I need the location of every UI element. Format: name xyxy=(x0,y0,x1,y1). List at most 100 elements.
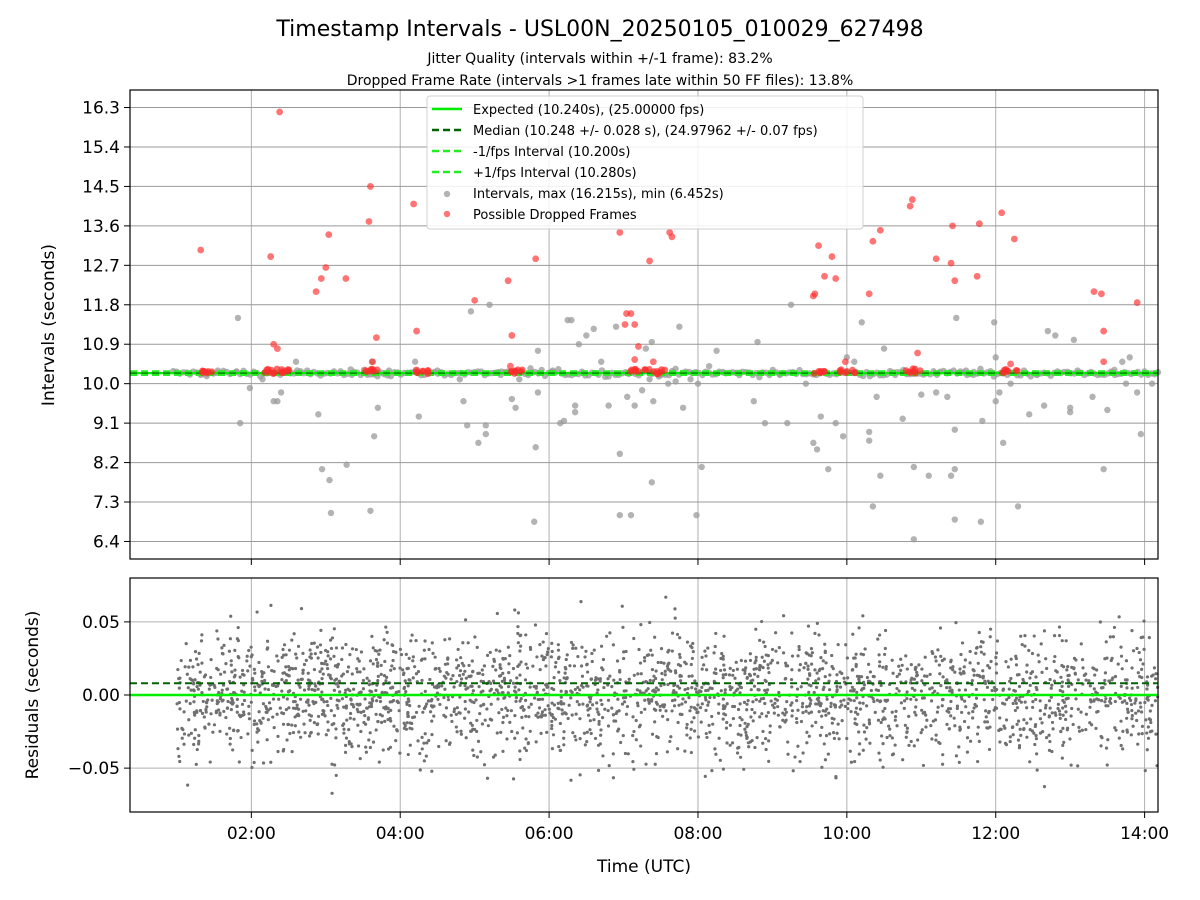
residual-point xyxy=(977,630,981,635)
residual-point xyxy=(299,735,303,739)
residual-point xyxy=(422,648,426,652)
residual-point xyxy=(774,631,778,635)
dropped-frame-point xyxy=(649,358,657,366)
residual-point xyxy=(1029,717,1033,721)
residual-point xyxy=(517,663,521,667)
residual-point xyxy=(1054,669,1058,673)
residual-point xyxy=(595,707,599,711)
dropped-frame-point xyxy=(1012,366,1020,374)
residual-point xyxy=(940,704,944,708)
residual-point xyxy=(518,757,522,762)
legend-box xyxy=(426,95,864,230)
residual-point xyxy=(565,676,569,680)
residual-point xyxy=(499,730,503,734)
dropped-frame-point xyxy=(631,321,639,328)
residual-point xyxy=(986,711,991,715)
residual-point xyxy=(1027,648,1031,653)
residual-point xyxy=(798,662,802,667)
residual-point xyxy=(356,723,360,727)
residual-point xyxy=(1146,736,1151,740)
residual-point xyxy=(261,702,266,706)
residual-point xyxy=(431,651,435,655)
residual-point xyxy=(797,647,801,652)
residual-point xyxy=(1039,642,1043,646)
interval-point xyxy=(527,365,534,372)
residual-point xyxy=(314,700,318,704)
residual-point xyxy=(626,752,630,756)
residual-point xyxy=(620,604,624,608)
residual-point xyxy=(1030,651,1035,656)
residual-point xyxy=(599,698,603,702)
residual-point xyxy=(1105,763,1109,767)
residual-point xyxy=(757,688,761,692)
residual-point xyxy=(722,634,726,638)
residual-point xyxy=(302,662,307,667)
residual-point xyxy=(1125,716,1129,720)
residual-point xyxy=(976,759,980,764)
residual-point xyxy=(1052,634,1057,638)
residual-point xyxy=(534,740,538,744)
residual-point xyxy=(578,717,582,721)
residual-point xyxy=(1051,727,1055,731)
residual-point xyxy=(312,721,316,725)
residual-point xyxy=(650,732,655,736)
residual-point xyxy=(820,725,824,729)
residual-point xyxy=(473,727,477,732)
residual-point xyxy=(326,728,330,732)
residual-point xyxy=(758,699,762,703)
residual-point xyxy=(247,712,251,716)
residual-point xyxy=(400,668,405,672)
dropped-frame-point xyxy=(372,334,380,342)
residual-point xyxy=(406,714,410,719)
residual-point xyxy=(905,696,909,701)
residual-point xyxy=(1109,658,1113,663)
residual-point xyxy=(334,727,338,731)
residual-point xyxy=(1150,729,1154,733)
residual-point xyxy=(1041,730,1045,734)
residual-point xyxy=(985,720,990,724)
residual-point xyxy=(767,759,771,764)
residual-point xyxy=(550,746,555,751)
residual-point xyxy=(1131,724,1135,728)
residual-point xyxy=(294,706,298,711)
interval-point xyxy=(343,461,350,468)
residual-point xyxy=(334,736,338,740)
residual-point xyxy=(738,715,742,720)
residual-point xyxy=(744,666,748,670)
residual-point xyxy=(1154,732,1158,736)
residual-point xyxy=(790,654,795,658)
residual-point xyxy=(724,726,729,730)
residual-point xyxy=(284,672,289,677)
residual-point xyxy=(378,699,383,704)
residual-point xyxy=(545,685,549,689)
residual-point xyxy=(619,740,623,745)
residual-point xyxy=(1016,719,1021,723)
residual-point xyxy=(501,671,505,675)
residual-point xyxy=(225,687,230,691)
residual-point xyxy=(747,745,751,749)
residual-point xyxy=(764,653,768,657)
residual-point xyxy=(1034,697,1038,702)
residual-point xyxy=(458,669,463,673)
residual-point xyxy=(363,697,367,701)
residual-point xyxy=(704,731,708,736)
residual-point xyxy=(193,736,197,740)
residual-point xyxy=(790,685,794,689)
residual-point xyxy=(550,641,554,645)
interval-point xyxy=(991,319,998,326)
residual-point xyxy=(548,711,552,715)
residual-point xyxy=(677,652,682,657)
residual-point xyxy=(764,691,769,695)
residual-point xyxy=(307,734,312,738)
residual-point xyxy=(195,709,199,713)
residual-point xyxy=(1110,678,1114,682)
residual-point xyxy=(333,763,337,767)
residual-point xyxy=(220,699,224,703)
dropped-frame-point xyxy=(1133,299,1141,306)
residual-point xyxy=(523,746,527,750)
residual-point xyxy=(187,718,191,722)
residual-point xyxy=(990,688,994,693)
residual-point xyxy=(760,655,764,659)
residual-point xyxy=(266,718,270,722)
